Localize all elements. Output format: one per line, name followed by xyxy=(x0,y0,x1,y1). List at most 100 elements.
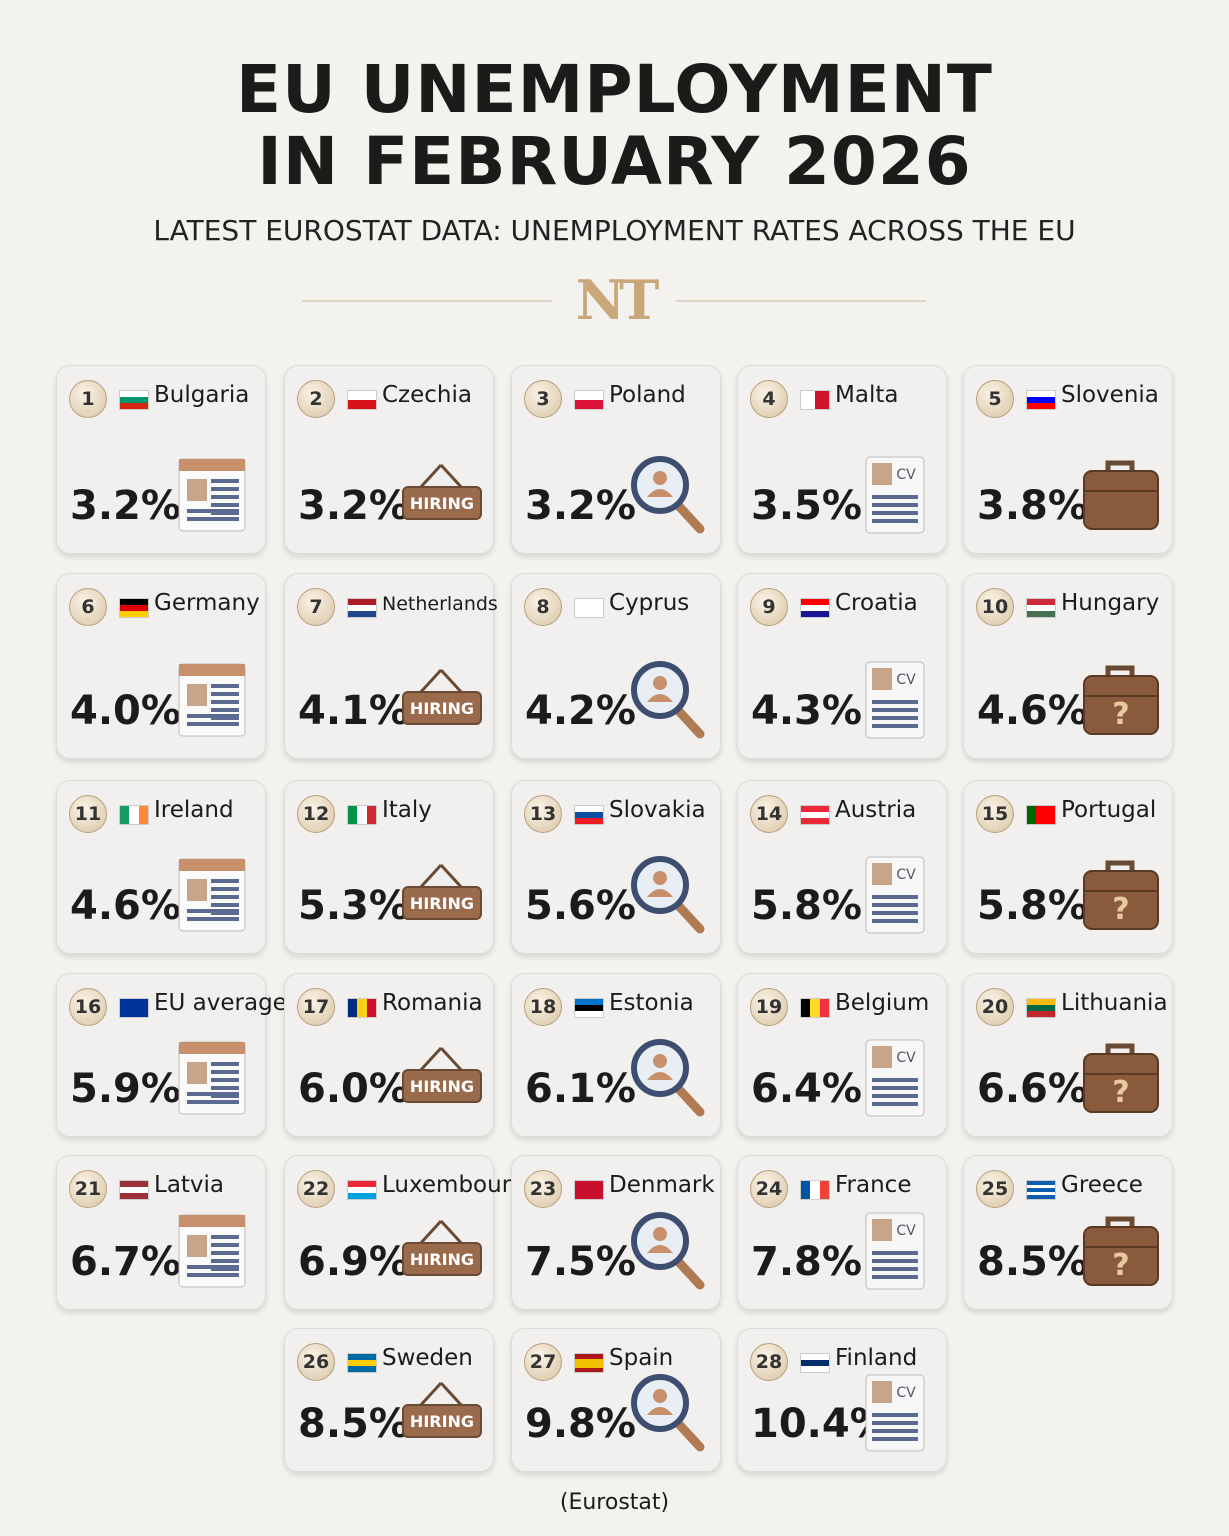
country-name: Finland xyxy=(835,1345,918,1371)
icon: ? xyxy=(1083,665,1159,735)
icon-part xyxy=(647,1407,673,1415)
icon-part xyxy=(653,1227,667,1241)
icon-part xyxy=(872,1267,918,1271)
icon-part xyxy=(187,517,239,521)
rate-value: 6.4% xyxy=(751,1066,862,1112)
icon-part xyxy=(653,871,667,885)
icon-part xyxy=(187,1062,207,1084)
icon-part xyxy=(647,694,673,702)
rate-value: 6.6% xyxy=(977,1066,1088,1112)
flag-stripe xyxy=(1027,806,1037,824)
flag-stripe xyxy=(348,1181,376,1187)
flag xyxy=(1026,998,1056,1018)
card: 21 Latvia 6.7% xyxy=(56,1155,266,1310)
rank: 15 xyxy=(976,795,1014,833)
flag-stripe xyxy=(1027,611,1055,617)
flag-stripe xyxy=(1027,1188,1055,1192)
flag-stripe xyxy=(120,806,130,824)
icon-part xyxy=(211,1086,239,1090)
icon-part xyxy=(1105,1043,1135,1054)
icon-part xyxy=(872,1381,892,1403)
flag xyxy=(347,805,377,825)
country-name: Spain xyxy=(609,1345,674,1371)
icon-part xyxy=(647,489,673,497)
icon-part xyxy=(179,859,245,871)
rank: 26 xyxy=(297,1343,335,1381)
rank: 13 xyxy=(524,795,562,833)
icon-part xyxy=(872,1046,892,1068)
rank: 6 xyxy=(69,588,107,626)
icon-part xyxy=(671,1081,705,1117)
title-line: EU UNEMPLOYMENT xyxy=(236,51,993,128)
flag-stripe xyxy=(348,400,376,409)
rate-value: 4.1% xyxy=(298,688,409,734)
icon-part xyxy=(211,684,239,688)
icon-part xyxy=(653,1389,667,1403)
rate-value: 5.6% xyxy=(525,883,636,929)
rank: 17 xyxy=(297,988,335,1026)
flag-stripe xyxy=(120,599,148,605)
flag-stripe xyxy=(348,1187,376,1193)
icon-part xyxy=(671,703,705,739)
icon-part xyxy=(211,479,239,483)
rate-value: 4.6% xyxy=(977,688,1088,734)
rank: 9 xyxy=(750,588,788,626)
icon-part xyxy=(439,863,465,891)
icon-part xyxy=(402,486,482,520)
flag-stripe xyxy=(575,812,603,818)
flag-stripe xyxy=(575,400,603,409)
icon-part xyxy=(187,714,239,718)
rate-value: 8.5% xyxy=(977,1239,1088,1285)
card: 12 Italy 5.3% HIRING xyxy=(284,780,494,954)
icon-label: HIRING xyxy=(410,894,474,913)
icon xyxy=(631,1212,705,1290)
icon-part xyxy=(417,863,443,891)
rate-value: 3.8% xyxy=(977,483,1088,529)
flag-stripe xyxy=(348,599,376,605)
flag-stripe xyxy=(575,999,603,1005)
card: 23 Denmark 7.5% xyxy=(511,1155,721,1310)
icon-label: HIRING xyxy=(410,1077,474,1096)
flag-stripe xyxy=(575,1367,603,1372)
rank: 27 xyxy=(524,1343,562,1381)
icon xyxy=(631,1374,705,1452)
flag xyxy=(119,998,149,1018)
flag-stripe xyxy=(348,1366,376,1372)
flag-stripe xyxy=(1045,806,1055,824)
icon-part xyxy=(211,495,239,499)
rate-value: 9.8% xyxy=(525,1401,636,1447)
rate-value: 5.8% xyxy=(977,883,1088,929)
rank: 23 xyxy=(524,1170,562,1208)
icon xyxy=(631,856,705,934)
icon-part xyxy=(417,668,443,696)
flag-stripe xyxy=(575,1011,603,1017)
flag-stripe xyxy=(348,806,358,824)
icon-part xyxy=(187,1100,239,1104)
flag-stripe xyxy=(801,1181,811,1199)
country-name: Cyprus xyxy=(609,590,690,616)
card: 13 Slovakia 5.6% xyxy=(511,780,721,954)
country-name: Latvia xyxy=(154,1172,225,1198)
rank: 2 xyxy=(297,380,335,418)
icon: CV xyxy=(865,661,925,739)
flag-stripe xyxy=(120,1187,148,1193)
rate-value: 5.8% xyxy=(751,883,862,929)
icon-part xyxy=(1083,1226,1159,1286)
flag-stripe xyxy=(801,1360,829,1366)
divider xyxy=(302,300,552,302)
country-name: Portugal xyxy=(1061,797,1157,823)
flag-stripe xyxy=(138,806,148,824)
icon xyxy=(178,1041,246,1115)
card: 1 Bulgaria 3.2% xyxy=(56,365,266,554)
icon-part xyxy=(653,676,667,690)
flag-stripe xyxy=(575,1181,603,1199)
flag-stripe xyxy=(120,403,148,409)
card: 17 Romania 6.0% HIRING xyxy=(284,973,494,1137)
icon-part xyxy=(211,708,239,712)
flag-stripe xyxy=(1027,1011,1055,1017)
icon-part xyxy=(402,886,482,920)
icon-part xyxy=(211,700,239,704)
flag-stripe xyxy=(120,1181,148,1187)
icon-part xyxy=(653,1054,667,1068)
rate-value: 4.2% xyxy=(525,688,636,734)
